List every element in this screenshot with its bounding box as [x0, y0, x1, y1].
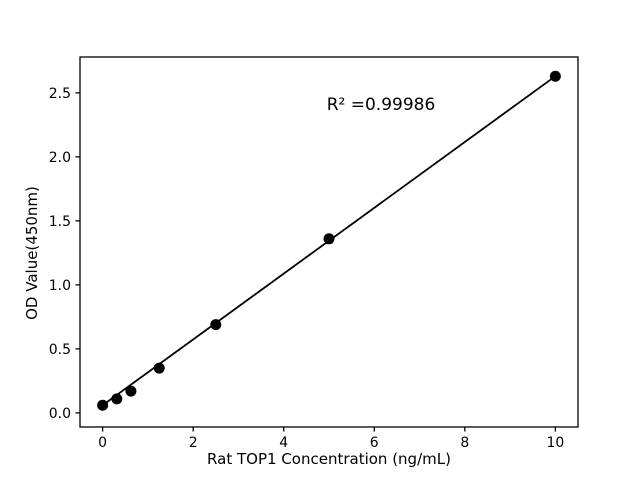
- data-point: [111, 393, 123, 405]
- data-point: [323, 233, 335, 245]
- x-axis-label: Rat TOP1 Concentration (ng/mL): [207, 450, 451, 468]
- data-point: [97, 399, 109, 411]
- axis-ticks: 0 2 4 6 8 10 0.0 0.5 1.0 1.5 2.0 2.5: [49, 86, 565, 451]
- x-tick-label: 4: [279, 435, 288, 451]
- y-tick-label: 1.5: [49, 214, 71, 230]
- plot-area: [79, 56, 579, 428]
- x-tick-label: 8: [460, 435, 469, 451]
- data-series: [97, 70, 561, 411]
- data-point: [125, 385, 137, 397]
- x-tick-label: 2: [189, 435, 198, 451]
- data-point: [210, 319, 222, 331]
- y-tick-label: 1.0: [49, 278, 71, 294]
- y-tick-label: 2.5: [49, 86, 71, 102]
- data-point: [549, 70, 561, 82]
- y-tick-label: 0.5: [49, 342, 71, 358]
- x-tick-label: 0: [98, 435, 107, 451]
- y-tick-label: 2.0: [49, 150, 71, 166]
- r-squared-annotation: R² =0.99986: [327, 95, 436, 115]
- x-tick-label: 10: [546, 435, 564, 451]
- data-point: [153, 362, 165, 374]
- y-tick-label: 0.0: [49, 406, 71, 422]
- x-tick-label: 6: [370, 435, 379, 451]
- y-axis-label: OD Value(450nm): [23, 186, 41, 320]
